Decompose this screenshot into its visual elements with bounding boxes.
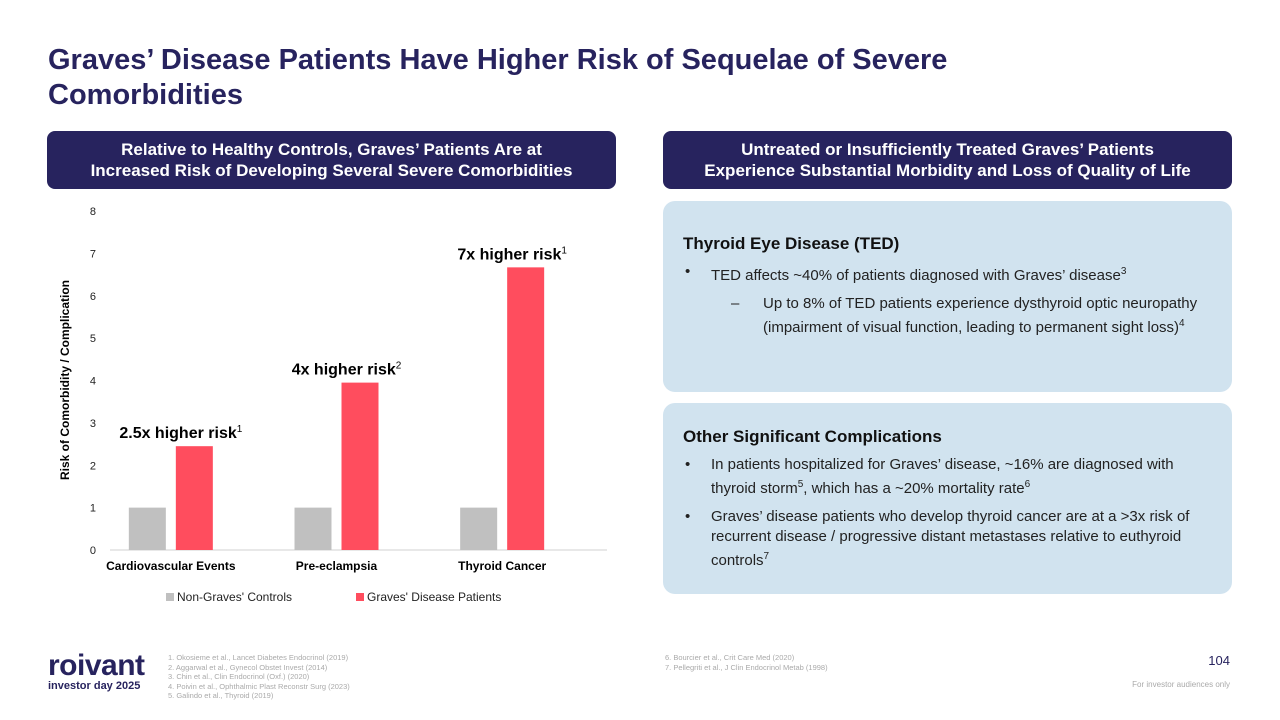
footnote-ref: 5 [797,479,804,490]
bar-control [294,507,332,550]
y-tick-label: 7 [90,248,96,260]
y-tick-label: 3 [90,418,96,430]
bullet-text: Up to 8% of TED patients experience dyst… [763,295,1198,336]
left-section-header: Relative to Healthy Controls, Graves’ Pa… [47,131,616,189]
x-tick-label: Pre-eclampsia [296,559,378,573]
other-heading: Other Significant Complications [683,427,942,446]
footnotes-right: 6. Bourcier et al., Crit Care Med (2020)… [665,653,828,672]
footnote-ref: 2 [396,361,402,372]
y-tick-label: 2 [90,460,96,472]
right-header-line: Experience Substantial Morbidity and Los… [704,161,1191,180]
footnote-ref: 7 [763,551,770,562]
footnote: 2. Aggarwal et al., Gynecol Obstet Inves… [168,662,328,672]
right-header-line: Untreated or Insufficiently Treated Grav… [741,140,1154,159]
left-header-line: Increased Risk of Developing Several Sev… [90,161,573,180]
ted-subbullet: Up to 8% of TED patients experience dyst… [683,294,1212,338]
bullet-text: Graves’ disease patients who develop thy… [711,508,1190,569]
legend-swatch [356,593,364,601]
footnote: 7. Pellegriti et al., J Clin Endocrinol … [665,662,828,672]
footnote-ref: 6 [1024,479,1031,490]
y-tick-label: 6 [90,291,96,303]
x-tick-label: Cardiovascular Events [106,559,236,573]
bar-control [128,507,166,550]
risk-annotation: 7x higher risk1 [457,245,567,263]
y-tick-label: 8 [90,206,96,218]
y-tick-label: 1 [90,503,96,515]
legend-label: Non-Graves' Controls [177,590,292,604]
y-tick-label: 4 [90,376,96,388]
bar-graves [341,382,379,550]
footnote-ref: 1 [237,424,243,435]
risk-bar-chart: 0 1 2 3 4 5 6 7 8 Risk of Comorbidity / Complicat… [58,206,607,604]
footnote-ref: 1 [561,245,567,256]
footnote: 4. Poivin et al., Ophthalmic Plast Recon… [168,681,350,691]
footnote: 1. Okosieme et al., Lancet Diabetes Endo… [168,653,349,662]
left-header-line: Relative to Healthy Controls, Graves’ Pa… [121,140,542,159]
footnote-ref: 3 [1120,266,1127,277]
logo-name: roivant [48,649,145,682]
slide-title: Graves’ Disease Patients Have Higher Ris… [48,44,948,111]
risk-annotation: 4x higher risk2 [292,361,402,379]
other-bullet: Graves’ disease patients who develop thy… [683,507,1212,571]
bullet-text: TED affects ~40% of patients diagnosed w… [711,267,1121,284]
legend-swatch [166,593,174,601]
footnotes-left: 1. Okosieme et al., Lancet Diabetes Endo… [168,653,350,701]
y-axis-label: Risk of Comorbidity / Complication [58,280,72,480]
bar-graves [507,267,545,550]
logo-tagline: investor day 2025 [48,680,141,692]
bar-control [460,507,498,550]
footnote: 5. Galindo et al., Thyroid (2019) [168,691,274,700]
ted-heading: Thyroid Eye Disease (TED) [683,234,900,253]
footnote: 3. Chin et al., Clin Endocrinol (Oxf.) (… [168,672,310,681]
page-number: 104 [1208,653,1230,668]
disclaimer: For investor audiences only [1132,680,1230,689]
risk-annotation: 2.5x higher risk1 [119,424,242,442]
y-tick-label: 0 [90,545,96,557]
bullet-text: , which has a ~20% mortality rate [803,480,1025,497]
other-complications-box: Other Significant Complications In patie… [663,403,1232,594]
y-tick-label: 5 [90,333,96,345]
x-tick-label: Thyroid Cancer [458,559,546,573]
roivant-logo: roivant investor day 2025 [48,649,145,693]
ted-box: Thyroid Eye Disease (TED) TED affects ~4… [663,201,1232,392]
ted-bullet: TED affects ~40% of patients diagnosed w… [683,262,1212,286]
footnote-ref: 4 [1179,318,1185,329]
footnote: 6. Bourcier et al., Crit Care Med (2020) [665,653,795,662]
bar-graves [175,446,213,550]
right-section-header: Untreated or Insufficiently Treated Grav… [663,131,1232,189]
other-bullet: In patients hospitalized for Graves’ dis… [683,455,1212,499]
legend-label: Graves' Disease Patients [367,590,501,604]
bullet-text: In patients hospitalized for Graves’ dis… [711,456,1174,497]
